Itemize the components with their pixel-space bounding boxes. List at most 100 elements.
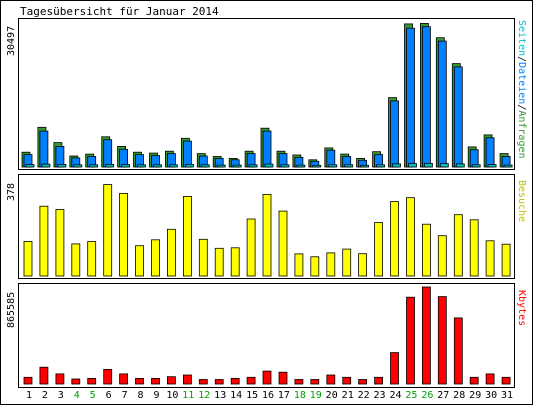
kbytes-bar [166,376,176,385]
kbytes-bar [103,368,113,385]
visits-bar [230,247,240,277]
kbytes-bar [326,374,336,385]
visits-bar [214,247,224,277]
kbytes-bar [390,352,399,385]
kbytes-bar [151,377,160,385]
kbytes-bar [71,378,81,385]
pages-bar [25,164,35,168]
visits-bar [87,241,97,277]
visits-bar [342,248,352,277]
kbytes-bar [230,377,240,385]
pages-bar [105,163,115,168]
visits-bar [198,238,208,277]
pages-bar [360,164,370,168]
pages-bar [121,164,130,168]
kbytes-bar [246,376,256,385]
visits-bar [294,253,304,277]
kbytes-bar [182,374,192,385]
x-tick-label: 7 [122,390,128,401]
visits-bar [262,193,272,277]
pages-bar [455,163,465,168]
visits-bar [103,184,113,277]
kbytes-bar [119,373,128,385]
kbytes-bar [485,373,495,385]
chart-title: Tagesübersicht für Januar 2014 [20,5,219,18]
kbytes-bar [39,366,49,385]
x-tick-label: 6 [106,390,112,401]
kbytes-max-label: 865585 [6,292,17,328]
x-tick-label: 15 [246,390,258,401]
kbytes-panel-frame [18,283,515,388]
kbytes-bar [469,376,479,385]
kbytes-bar [453,317,463,385]
visits-bar [166,228,176,277]
pages-bar [153,164,162,168]
pages-bar [168,164,178,168]
files-bar [55,145,65,168]
x-tick-label: 10 [166,390,178,401]
pages-bar [248,164,258,168]
requests-series-label: Seiten/Dateien/Anfragen [516,20,527,159]
kbytes-bar [198,379,208,385]
x-tick-label: 24 [389,390,401,401]
kbytes-bar [406,296,415,385]
visits-bar [358,253,368,277]
visits-panel-frame [18,174,515,279]
pages-bar [376,164,386,168]
visits-bar [135,245,144,277]
pages-bar [41,163,51,168]
pages-bar [200,164,210,168]
files-bar [453,66,463,168]
files-bar [406,27,415,168]
visits-bar [485,240,495,277]
visits-bar [310,256,320,277]
pages-bar [344,164,354,168]
visits-bar [326,252,336,277]
pages-bar [184,163,194,168]
pages-bar [264,163,274,168]
visits-bar [406,197,415,277]
pages-bar [408,163,417,168]
kbytes-bar [310,379,320,385]
files-bar [485,137,495,168]
x-tick-label: 9 [153,390,159,401]
x-tick-label: 26 [421,390,433,401]
pages-bar [423,162,433,168]
x-tick-label: 4 [74,390,80,401]
pages-bar [328,164,338,168]
requests-max-label: 30497 [6,26,17,56]
visits-bar [437,235,447,277]
x-tick-label: 5 [90,390,96,401]
x-tick-label: 22 [358,390,370,401]
kbytes-bar [214,379,224,385]
kbytes-bar [421,286,431,385]
pages-bar [137,164,146,168]
kbytes-bar [294,379,304,385]
x-tick-label: 19 [310,390,322,401]
files-bar [262,130,272,168]
kbytes-bar [278,371,288,385]
visits-bar [39,205,49,277]
label-dateien: Dateien [516,62,527,104]
kbytes-bar [55,373,65,385]
visits-bar [182,195,192,277]
visits-bar [501,243,511,277]
kbytes-bar [374,376,384,385]
kbytes-bar [135,377,144,385]
visits-bar [23,240,33,277]
x-tick-label: 31 [501,390,513,401]
x-tick-label: 23 [373,390,385,401]
x-tick-label: 25 [405,390,417,401]
x-tick-label: 16 [262,390,274,401]
files-bar [39,130,49,168]
x-tick-label: 20 [326,390,338,401]
kbytes-bar [358,379,368,385]
requests-panel-frame [18,18,515,170]
visits-series-label: Besuche [516,180,527,222]
x-tick-label: 13 [214,390,226,401]
pages-bar [296,164,306,168]
visits-bar [71,243,81,277]
kbytes-bar [87,377,97,385]
visits-bar [374,222,384,277]
